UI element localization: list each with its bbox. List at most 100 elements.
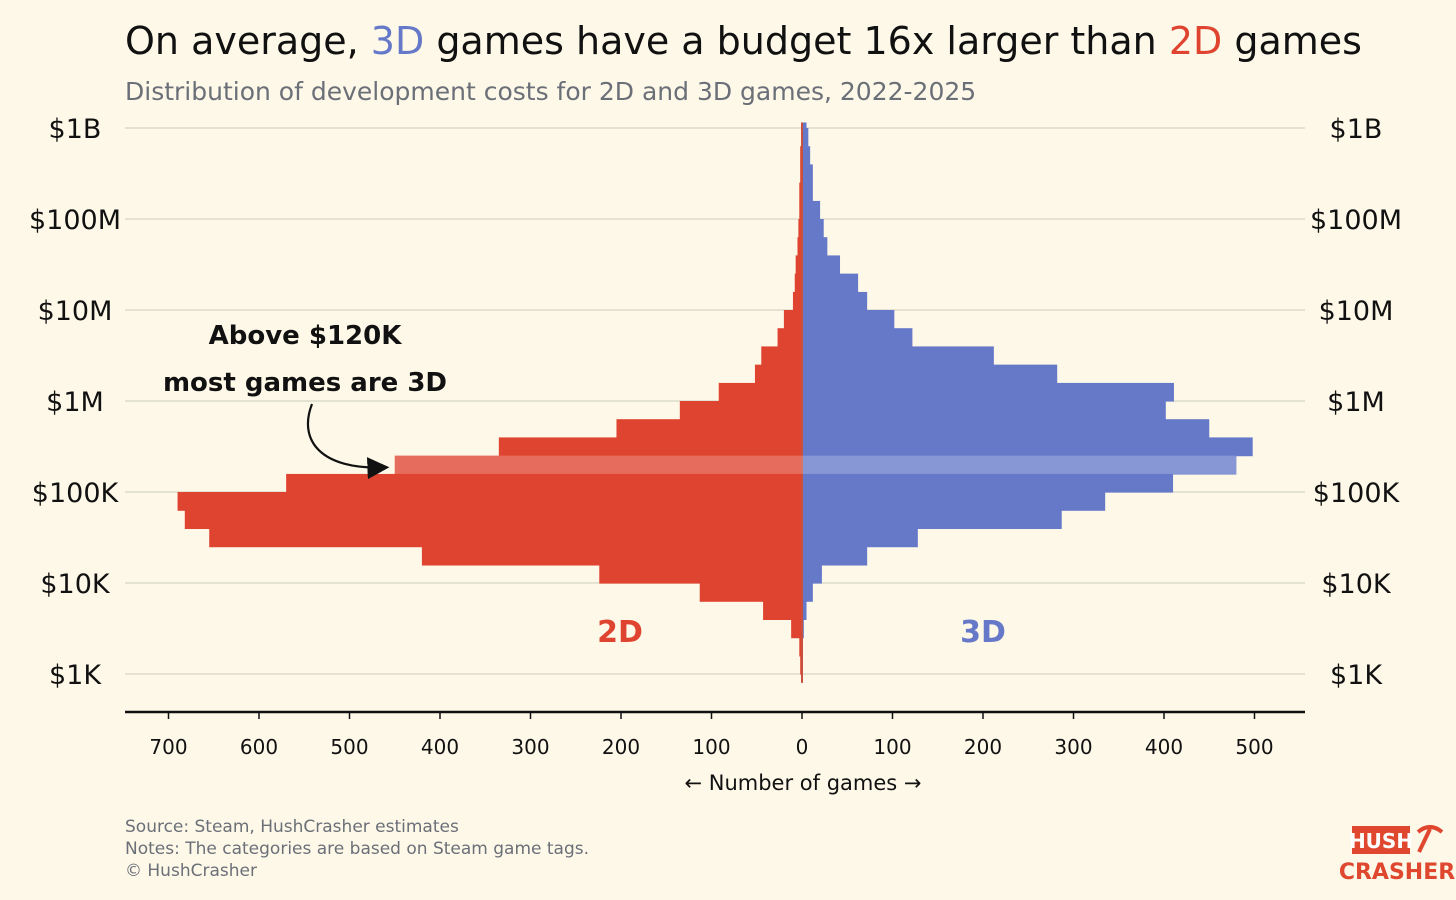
- highlight-3d: [802, 455, 1237, 474]
- x-axis: 700 600 500 400 300 200 100 0 100 200 300 400 500: [125, 710, 1305, 759]
- bar-2d-15: [718, 382, 802, 402]
- bar-2d-24: [798, 219, 802, 238]
- chart-subtitle: Distribution of development costs for 2D…: [125, 77, 976, 106]
- bar-3d-26: [802, 164, 813, 184]
- bar-3d-7: [802, 510, 1062, 530]
- title-part-1: On average,: [125, 19, 371, 63]
- bar-3d-15: [802, 364, 1058, 384]
- bar-3d-14: [802, 382, 1174, 402]
- bar-3d-17: [802, 328, 913, 348]
- series-label-2d: 2D: [597, 615, 643, 650]
- bar-3d-24: [802, 200, 821, 220]
- x-axis-title: ← Number of games →: [684, 771, 921, 795]
- bar-2d-23: [797, 237, 802, 257]
- series-label-3d: 3D: [960, 615, 1006, 650]
- bar-3d-18: [802, 310, 895, 329]
- bar-3d-13: [802, 401, 1166, 420]
- bar-2d-6: [421, 546, 802, 566]
- y-tick-label-right-2: $100K: [1313, 478, 1401, 509]
- annotation: Above $120K most games are 3D: [163, 321, 447, 480]
- chart-title: On average, 3D games have a budget 16x l…: [125, 19, 1362, 63]
- title-2d-highlight: 2D: [1169, 19, 1222, 63]
- bar-3d-29: [802, 122, 807, 129]
- title-part-5: games: [1222, 19, 1362, 63]
- x-tick-label-left-5: 200: [602, 735, 640, 759]
- bar-2d-10: [286, 473, 802, 493]
- bar-3d-4: [802, 564, 822, 584]
- y-tick-label-left-0: $1K: [49, 660, 102, 691]
- bar-3d-9: [802, 473, 1174, 493]
- bar-3d-10: [802, 455, 1237, 475]
- logo-badge: [1352, 826, 1410, 854]
- bar-3d-28: [802, 128, 809, 147]
- bar-3d-27: [802, 146, 811, 166]
- footer-copyright: © HushCrasher: [125, 861, 257, 881]
- y-axis-labels: $1K $1K $10K $10K $100K $100K $1M $1M $10M $10M $1…: [29, 114, 1402, 691]
- bar-3d-8: [802, 492, 1106, 511]
- y-tick-label-right-4: $10M: [1319, 296, 1394, 327]
- bar-2d-12: [498, 437, 802, 457]
- y-tick-label-right-0: $1K: [1330, 660, 1383, 691]
- bar-2d-4: [699, 583, 802, 602]
- bar-2d-17: [761, 346, 802, 366]
- x-tick-label-right-4: 500: [1235, 735, 1273, 759]
- bar-3d-22: [802, 237, 828, 257]
- x-tick-label-right-3: 400: [1145, 735, 1183, 759]
- bar-2d-18: [777, 328, 802, 348]
- x-tick-label-right-2: 300: [1054, 735, 1092, 759]
- bar-3d-5: [802, 546, 868, 566]
- x-tick-label-left-1: 600: [240, 735, 278, 759]
- bar-2d-7: [209, 528, 803, 548]
- bar-2d-3: [763, 601, 802, 621]
- annotation-line-2: most games are 3D: [163, 368, 447, 398]
- y-tick-label-right-1: $10K: [1321, 569, 1392, 600]
- x-tick-label-left-6: 100: [692, 735, 730, 759]
- bar-2d-13: [616, 419, 802, 439]
- bar-3d-16: [802, 346, 994, 366]
- y-tick-label-right-6: $1B: [1330, 114, 1383, 145]
- pickaxe-icon: [1416, 825, 1444, 853]
- y-tick-label-left-3: $1M: [46, 387, 104, 418]
- bar-3d-6: [802, 528, 918, 548]
- footer-notes: Notes: The categories are based on Steam…: [125, 839, 589, 859]
- y-tick-label-left-1: $10K: [40, 569, 111, 600]
- bar-3d-23: [802, 219, 824, 238]
- bar-2d-11: [394, 455, 802, 475]
- bar-2d-14: [679, 401, 802, 420]
- bar-2d-19: [783, 310, 802, 329]
- bar-3d-2: [802, 601, 807, 621]
- bar-2d-21: [794, 273, 802, 293]
- bar-3d-25: [802, 182, 813, 202]
- bar-3d-20: [802, 273, 859, 293]
- histogram-bars: [177, 122, 1253, 683]
- bar-3d-12: [802, 419, 1210, 439]
- bar-3d-11: [802, 437, 1253, 457]
- y-tick-label-left-4: $10M: [38, 296, 113, 327]
- logo-line-1: HUSH: [1349, 829, 1413, 853]
- x-tick-label-left-4: 300: [511, 735, 549, 759]
- y-tick-label-left-5: $100M: [29, 205, 121, 236]
- y-tick-label-left-2: $100K: [32, 478, 120, 509]
- bar-2d-20: [792, 291, 802, 311]
- footer-source: Source: Steam, HushCrasher estimates: [125, 817, 459, 837]
- bar-2d-5: [599, 564, 802, 584]
- bar-3d-3: [802, 583, 813, 602]
- bar-3d-21: [802, 255, 841, 275]
- threshold-highlight: [394, 455, 1237, 474]
- logo-line-2: CRASHER: [1339, 860, 1455, 885]
- bar-2d-26: [799, 182, 802, 202]
- x-tick-label-right-0: 100: [873, 735, 911, 759]
- x-tick-label-left-0: 700: [149, 735, 187, 759]
- bar-2d-25: [799, 200, 802, 220]
- annotation-arrow: [306, 403, 390, 480]
- hushcrasher-logo: HUSH CRASHER: [1339, 825, 1455, 885]
- bar-2d-22: [795, 255, 802, 275]
- bar-2d-2: [791, 619, 802, 639]
- x-tick-label-left-7: 0: [796, 735, 809, 759]
- annotation-line-1: Above $120K: [209, 321, 403, 351]
- bar-2d-1: [799, 637, 802, 657]
- bar-3d-19: [802, 291, 868, 311]
- y-tick-label-right-3: $1M: [1327, 387, 1385, 418]
- title-part-3: games have a budget 16x larger than: [424, 19, 1169, 63]
